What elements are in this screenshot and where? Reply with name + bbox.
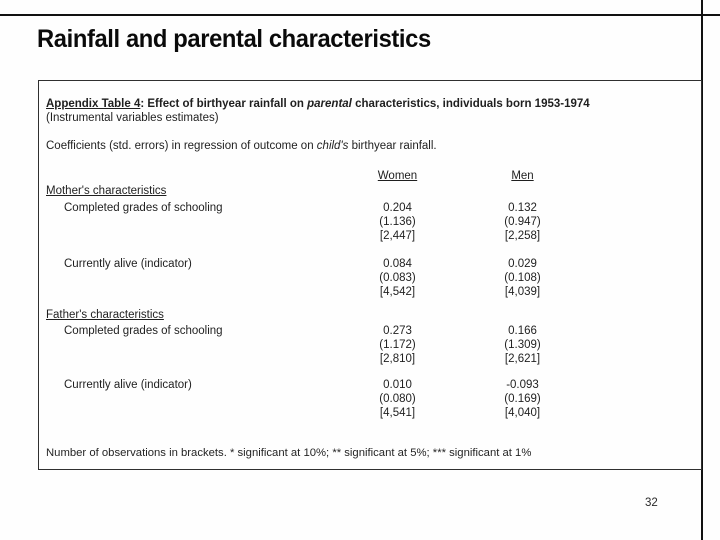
cell-women: 0.204 (1.136) [2,447] xyxy=(340,201,455,243)
column-header-men: Men xyxy=(511,170,534,182)
observations-value: [4,541] xyxy=(379,407,416,419)
column-header-spacer xyxy=(46,169,340,183)
std-error-value: (1.309) xyxy=(504,339,541,351)
cell-women: 0.273 (1.172) [2,810] xyxy=(340,324,455,366)
appendix-table-panel: Appendix Table 4: Effect of birthyear ra… xyxy=(38,80,702,470)
table-footnote: Number of observations in brackets. * si… xyxy=(46,447,532,459)
table-note-post: birthyear rainfall. xyxy=(348,140,437,152)
coefficient-value: 0.132 xyxy=(508,202,537,214)
coefficient-value: 0.084 xyxy=(383,258,412,270)
cell-men: -0.093 (0.169) [4,040] xyxy=(455,378,590,420)
cell-women: 0.084 (0.083) [4,542] xyxy=(340,257,455,299)
observations-value: [2,810] xyxy=(379,353,416,365)
table-heading-label: Appendix Table 4 xyxy=(46,98,141,110)
cell-men: 0.166 (1.309) [2,621] xyxy=(455,324,590,366)
right-divider-line xyxy=(701,0,703,540)
section-label-father: Father's characteristics xyxy=(46,309,164,321)
row-label: Completed grades of schooling xyxy=(64,325,223,337)
row-label: Completed grades of schooling xyxy=(64,202,223,214)
table-row: Currently alive (indicator) 0.084 (0.083… xyxy=(46,257,701,299)
coefficient-value: -0.093 xyxy=(506,379,539,391)
page-number: 32 xyxy=(645,497,658,509)
std-error-value: (1.136) xyxy=(379,216,416,228)
coefficient-value: 0.204 xyxy=(383,202,412,214)
observations-value: [2,447] xyxy=(379,230,416,242)
table-note-emphasis: child's xyxy=(316,140,349,152)
table-heading-pre: : Effect of birthyear rainfall on xyxy=(140,98,308,110)
column-header-women: Women xyxy=(377,170,418,182)
table-note-pre: Coefficients (std. errors) in regression… xyxy=(46,140,317,152)
observations-value: [4,040] xyxy=(504,407,541,419)
coefficient-value: 0.029 xyxy=(508,258,537,270)
cell-men: 0.029 (0.108) [4,039] xyxy=(455,257,590,299)
observations-value: [2,621] xyxy=(504,353,541,365)
row-label: Currently alive (indicator) xyxy=(64,379,192,391)
observations-value: [4,039] xyxy=(504,286,541,298)
table-heading: Appendix Table 4: Effect of birthyear ra… xyxy=(46,97,701,111)
coefficient-value: 0.010 xyxy=(383,379,412,391)
cell-men: 0.132 (0.947) [2,258] xyxy=(455,201,590,243)
std-error-value: (1.172) xyxy=(379,339,416,351)
coefficient-value: 0.166 xyxy=(508,325,537,337)
observations-value: [4,542] xyxy=(379,286,416,298)
std-error-value: (0.108) xyxy=(504,272,541,284)
coefficient-value: 0.273 xyxy=(383,325,412,337)
std-error-value: (0.083) xyxy=(379,272,416,284)
slide-title: Rainfall and parental characteristics xyxy=(37,25,431,53)
column-header-row: Women Men xyxy=(46,169,701,183)
table-subtitle: (Instrumental variables estimates) xyxy=(46,112,219,124)
row-label: Currently alive (indicator) xyxy=(64,258,192,270)
table-row: Completed grades of schooling 0.273 (1.1… xyxy=(46,324,701,366)
std-error-value: (0.947) xyxy=(504,216,541,228)
table-row: Currently alive (indicator) 0.010 (0.080… xyxy=(46,378,701,420)
section-label-mother: Mother's characteristics xyxy=(46,185,167,197)
table-note: Coefficients (std. errors) in regression… xyxy=(46,139,701,153)
table-row: Completed grades of schooling 0.204 (1.1… xyxy=(46,201,701,243)
std-error-value: (0.080) xyxy=(379,393,416,405)
cell-women: 0.010 (0.080) [4,541] xyxy=(340,378,455,420)
table-heading-post: characteristics, individuals born 1953-1… xyxy=(351,98,590,110)
top-divider-line xyxy=(0,14,720,16)
std-error-value: (0.169) xyxy=(504,393,541,405)
table-heading-emphasis: parental xyxy=(307,98,352,110)
observations-value: [2,258] xyxy=(504,230,541,242)
